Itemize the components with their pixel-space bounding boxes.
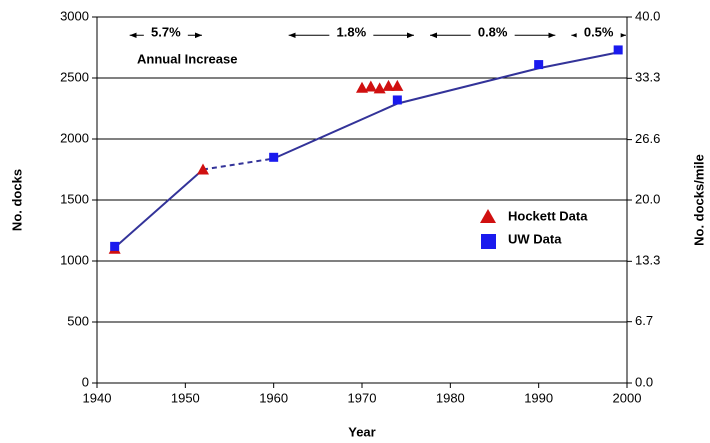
y-tick-label: 1500 xyxy=(60,191,89,206)
y-tick-label: 500 xyxy=(67,313,89,328)
triangle-marker xyxy=(197,163,209,175)
annotation-title: Annual Increase xyxy=(137,51,237,66)
y-tick-label: 2000 xyxy=(60,130,89,145)
x-tick-label: 1960 xyxy=(259,390,288,405)
y2-tick-label: 40.0 xyxy=(635,8,660,23)
x-tick-label: 1940 xyxy=(83,390,112,405)
y2-tick-label: 0.0 xyxy=(635,374,653,389)
annotation-label: 5.7% xyxy=(151,25,181,40)
y2-tick-label: 13.3 xyxy=(635,253,660,268)
triangle-marker xyxy=(364,80,377,92)
square-marker xyxy=(613,45,623,55)
annotation-bg xyxy=(576,26,621,45)
square-marker xyxy=(392,95,402,105)
annotation-bg xyxy=(329,26,374,45)
x-tick-label: 1970 xyxy=(348,390,377,405)
triangle-marker xyxy=(373,82,386,94)
square-marker xyxy=(534,60,544,70)
y-tick-label: 2500 xyxy=(60,69,89,84)
annotation-label: 0.8% xyxy=(478,25,508,40)
x-tick-label: 1950 xyxy=(171,390,200,405)
y2-tick-label: 26.6 xyxy=(635,131,660,146)
legend-marker xyxy=(481,234,496,249)
x-tick-label: 1990 xyxy=(524,390,553,405)
y-tick-label: 1000 xyxy=(60,252,89,267)
y2-axis-label: No. docks/mile xyxy=(691,154,706,246)
x-axis-label: Year xyxy=(348,424,375,439)
trend-line xyxy=(114,168,204,249)
legend-label: UW Data xyxy=(508,231,562,246)
triangle-marker xyxy=(382,79,395,91)
triangle-marker xyxy=(391,79,404,91)
legend-label: Hockett Data xyxy=(508,208,588,223)
y-tick-label: 3000 xyxy=(60,8,89,23)
y-tick-label: 0 xyxy=(82,374,89,389)
legend-marker xyxy=(480,209,496,223)
y2-tick-label: 20.0 xyxy=(635,191,660,206)
y2-tick-label: 6.7 xyxy=(635,313,653,328)
annotation-bg xyxy=(470,26,515,45)
triangle-marker xyxy=(356,81,368,93)
plot-frame xyxy=(96,16,628,384)
y-axis-label: No. docks xyxy=(9,169,24,231)
x-tick-label: 1980 xyxy=(436,390,465,405)
x-tick-label: 2000 xyxy=(613,390,642,405)
trend-line xyxy=(202,157,274,171)
trend-line xyxy=(273,51,619,160)
square-marker xyxy=(269,152,279,162)
square-marker xyxy=(110,241,120,251)
y2-tick-label: 33.3 xyxy=(635,70,660,85)
annotation-label: 0.5% xyxy=(584,25,614,40)
annotation-bg xyxy=(143,26,188,45)
annotation-label: 1.8% xyxy=(337,25,367,40)
